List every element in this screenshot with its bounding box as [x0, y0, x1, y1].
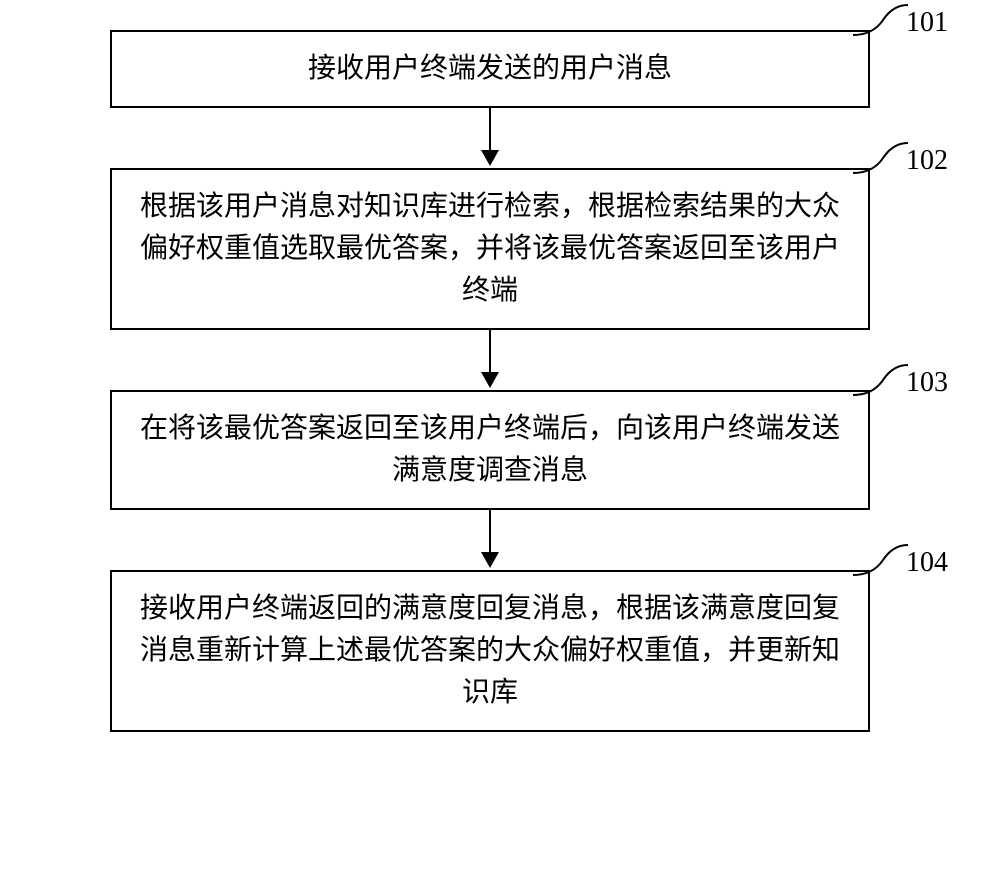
step-text-4: 接收用户终端返回的满意度回复消息，根据该满意度回复消息重新计算上述最优答案的大众…: [140, 593, 840, 708]
step-label-1: 101: [906, 2, 948, 44]
flowchart-container: 101 接收用户终端发送的用户消息 102 根据该用户消息对知识库进行检索，根据…: [0, 0, 1000, 880]
step-box-4: 104 接收用户终端返回的满意度回复消息，根据该满意度回复消息重新计算上述最优答…: [110, 570, 870, 732]
step-label-2: 102: [906, 140, 948, 182]
step-text-3: 在将该最优答案返回至该用户终端后，向该用户终端发送满意度调查消息: [140, 413, 840, 486]
step-box-3: 103 在将该最优答案返回至该用户终端后，向该用户终端发送满意度调查消息: [110, 390, 870, 510]
step-text-2: 根据该用户消息对知识库进行检索，根据检索结果的大众偏好权重值选取最优答案，并将该…: [140, 191, 840, 306]
arrow-1: [110, 108, 870, 168]
step-label-4: 104: [906, 542, 948, 584]
arrow-3: [110, 510, 870, 570]
step-box-1: 101 接收用户终端发送的用户消息: [110, 30, 870, 108]
arrow-2: [110, 330, 870, 390]
step-text-1: 接收用户终端发送的用户消息: [308, 53, 672, 84]
step-box-2: 102 根据该用户消息对知识库进行检索，根据检索结果的大众偏好权重值选取最优答案…: [110, 168, 870, 330]
step-label-3: 103: [906, 362, 948, 404]
